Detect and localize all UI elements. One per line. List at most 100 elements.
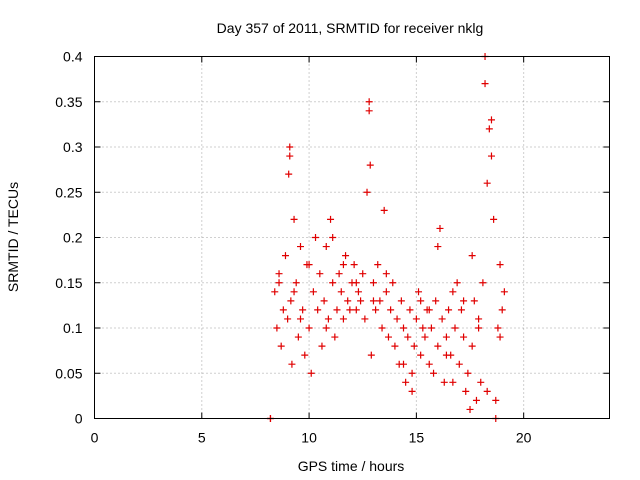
y-tick-label: 0.3 <box>63 139 83 155</box>
data-point <box>442 351 450 359</box>
data-point <box>277 342 285 350</box>
data-point <box>322 243 330 251</box>
data-point <box>301 351 309 359</box>
data-point <box>292 279 300 287</box>
data-point <box>320 297 328 305</box>
data-point <box>487 152 495 160</box>
data-point <box>305 261 313 269</box>
y-tick-label: 0.05 <box>55 365 82 381</box>
data-point <box>475 324 483 332</box>
data-point <box>285 170 293 178</box>
data-point <box>294 333 302 341</box>
data-point <box>361 315 369 323</box>
data-point <box>307 369 315 377</box>
data-point <box>415 288 423 296</box>
data-point <box>352 279 360 287</box>
data-point <box>408 369 416 377</box>
data-point <box>382 270 390 278</box>
data-point <box>284 315 292 323</box>
data-point <box>339 315 347 323</box>
data-point <box>329 279 337 287</box>
data-point <box>376 297 384 305</box>
data-point <box>333 306 341 314</box>
chart-title: Day 357 of 2011, SRMTID for receiver nkl… <box>217 20 484 36</box>
data-point <box>352 306 360 314</box>
data-point <box>387 306 395 314</box>
data-point <box>374 261 382 269</box>
data-point <box>384 333 392 341</box>
data-point <box>365 98 373 106</box>
data-point <box>490 215 498 223</box>
data-point <box>417 351 425 359</box>
data-point <box>297 315 304 323</box>
data-point <box>432 297 440 305</box>
data-point <box>468 252 476 260</box>
data-point <box>299 306 307 314</box>
data-point <box>427 324 435 332</box>
data-point <box>378 324 386 332</box>
data-point <box>331 333 339 341</box>
data-point <box>318 342 326 350</box>
data-point <box>457 306 465 314</box>
data-point <box>449 378 457 386</box>
data-point <box>316 270 324 278</box>
data-point <box>468 342 476 350</box>
data-point <box>460 297 468 305</box>
data-point <box>434 243 442 251</box>
data-point <box>479 279 487 287</box>
x-tick-label: 15 <box>409 430 425 446</box>
data-point <box>335 270 343 278</box>
data-point <box>344 297 352 305</box>
y-axis-label: SRMTID / TECUs <box>5 182 21 292</box>
data-point <box>354 288 362 296</box>
data-point <box>453 279 461 287</box>
data-point <box>445 306 453 314</box>
y-tick-label: 0.35 <box>55 94 82 110</box>
data-point <box>466 405 474 413</box>
data-point <box>397 297 405 305</box>
x-tick-label: 20 <box>516 430 532 446</box>
data-point <box>290 288 298 296</box>
y-tick-label: 0.1 <box>63 320 83 336</box>
data-point <box>410 342 418 350</box>
data-point <box>281 252 289 260</box>
data-point <box>487 116 495 124</box>
data-point <box>451 324 459 332</box>
data-point <box>346 306 354 314</box>
data-point <box>438 315 446 323</box>
data-point <box>475 315 483 323</box>
data-point <box>496 261 504 269</box>
data-point <box>391 342 399 350</box>
data-point <box>329 234 337 241</box>
data-point <box>297 243 304 251</box>
data-point <box>359 270 367 278</box>
data-point <box>350 261 358 269</box>
data-point <box>389 279 397 287</box>
data-point <box>402 378 410 386</box>
data-point <box>500 288 508 296</box>
data-point <box>380 206 388 214</box>
y-tick-label: 0 <box>75 411 83 427</box>
data-point <box>367 351 375 359</box>
y-tick-label: 0.4 <box>63 49 83 65</box>
plot-frame <box>94 56 610 419</box>
data-point <box>492 396 500 404</box>
data-point <box>322 324 330 332</box>
data-point <box>369 279 377 287</box>
data-point <box>425 360 433 368</box>
data-point <box>400 360 407 368</box>
data-point <box>286 152 294 160</box>
data-point <box>485 125 493 133</box>
data-point <box>305 324 313 332</box>
data-point <box>337 288 345 296</box>
data-point <box>382 288 390 296</box>
data-point <box>314 306 322 314</box>
data-point <box>496 333 504 341</box>
grid <box>94 56 610 419</box>
data-point <box>419 324 427 332</box>
data-point <box>275 270 283 278</box>
data-point <box>455 360 463 368</box>
data-point <box>404 333 412 341</box>
data-point <box>324 315 332 323</box>
